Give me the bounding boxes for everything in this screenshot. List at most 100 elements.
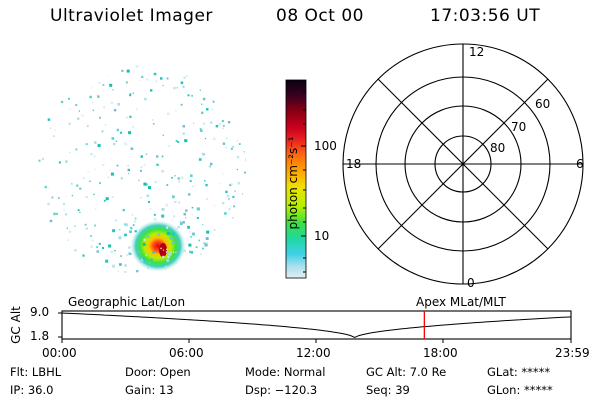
speckle-pixel <box>232 195 235 198</box>
speckle-pixel <box>204 243 208 247</box>
speckle-pixel <box>174 175 176 177</box>
speckle-pixel <box>168 145 170 147</box>
speckle-pixel <box>146 78 149 81</box>
speckle-pixel <box>173 86 176 90</box>
speckle-pixel <box>134 230 137 233</box>
speckle-pixel <box>177 177 180 180</box>
speckle-pixel <box>178 180 181 183</box>
uv-image-disk <box>38 65 246 274</box>
speckle-pixel <box>165 265 167 267</box>
speckle-pixel <box>182 132 185 135</box>
speckle-pixel <box>143 238 146 241</box>
speckle-pixel <box>186 75 188 77</box>
speckle-pixel <box>101 130 104 133</box>
speckle-pixel <box>126 116 128 119</box>
speckle-pixel <box>199 89 201 91</box>
speckle-pixel <box>89 95 92 99</box>
speckle-pixel <box>205 184 208 187</box>
speckle-pixel <box>226 194 230 198</box>
speckle-pixel <box>134 217 137 220</box>
speckle-pixel <box>174 201 177 203</box>
speckle-pixel <box>177 141 180 143</box>
speckle-pixel <box>103 106 105 109</box>
speckle-pixel <box>137 251 140 254</box>
speckle-pixel <box>162 134 164 136</box>
speckle-pixel <box>77 117 80 120</box>
speckle-pixel <box>38 159 41 162</box>
speckle-pixel <box>218 122 221 126</box>
speckle-pixel <box>63 202 65 205</box>
speckle-pixel <box>230 183 233 186</box>
speckle-pixel <box>109 169 111 171</box>
speckle-pixel <box>85 196 88 199</box>
speckle-pixel <box>47 118 51 121</box>
speckle-pixel <box>204 137 207 140</box>
speckle-pixel <box>77 209 80 212</box>
speckle-pixel <box>171 176 173 179</box>
speckle-pixel <box>165 268 167 270</box>
timeline-plot <box>58 310 572 343</box>
ip-info: IP: 36.0 <box>10 383 54 397</box>
speckle-pixel <box>120 177 123 180</box>
speckle-pixel <box>173 215 176 218</box>
speckle-pixel <box>70 182 73 185</box>
speckle-pixel <box>124 142 127 145</box>
speckle-pixel <box>188 193 191 196</box>
speckle-pixel <box>78 110 81 112</box>
y-tick-1-8: 1.8 <box>30 329 50 343</box>
speckle-pixel <box>168 252 172 256</box>
speckle-pixel <box>79 211 81 213</box>
speckle-pixel <box>113 109 117 112</box>
speckle-pixel <box>156 155 159 158</box>
speckle-pixel <box>117 270 119 272</box>
speckle-pixel <box>211 108 214 111</box>
speckle-pixel <box>91 239 94 242</box>
speckle-pixel <box>200 129 203 132</box>
speckle-pixel <box>112 89 114 91</box>
speckle-pixel <box>128 173 130 175</box>
speckle-pixel <box>128 131 132 135</box>
speckle-pixel <box>172 195 175 199</box>
speckle-pixel <box>236 169 238 171</box>
dsp-info: Dsp: −120.3 <box>245 383 318 397</box>
speckle-pixel <box>112 196 114 198</box>
speckle-pixel <box>172 240 175 244</box>
speckle-pixel <box>182 221 185 224</box>
speckle-pixel <box>237 183 239 185</box>
speckle-pixel <box>104 124 107 126</box>
speckle-pixel <box>98 81 101 84</box>
speckle-pixel <box>119 263 122 266</box>
speckle-pixel <box>222 202 225 205</box>
speckle-pixel <box>94 224 96 227</box>
speckle-pixel <box>232 217 234 219</box>
speckle-pixel <box>114 250 116 252</box>
speckle-pixel <box>96 246 99 249</box>
speckle-pixel <box>127 168 130 172</box>
gc-altitude-curve <box>61 312 572 339</box>
speckle-pixel <box>112 229 116 233</box>
speckle-pixel <box>157 164 160 166</box>
speckle-pixel <box>124 223 126 226</box>
speckle-pixel <box>110 172 114 176</box>
speckle-pixel <box>145 254 148 256</box>
speckle-pixel <box>202 152 205 156</box>
speckle-pixel <box>132 224 135 227</box>
speckle-pixel <box>129 252 132 256</box>
speckle-pixel <box>196 217 199 219</box>
speckle-pixel <box>185 217 187 219</box>
speckle-pixel <box>123 270 127 274</box>
speckle-pixel <box>92 101 94 104</box>
speckle-pixel <box>205 242 208 245</box>
speckle-pixel <box>152 123 155 125</box>
speckle-pixel <box>130 226 132 229</box>
speckle-pixel <box>180 103 183 106</box>
speckle-pixel <box>115 140 118 142</box>
x-tick-1800: 18:00 <box>423 346 458 360</box>
speckle-pixel <box>148 262 151 265</box>
speckle-pixel <box>71 194 74 197</box>
speckle-pixel <box>135 108 138 111</box>
speckle-pixel <box>198 158 202 161</box>
speckle-pixel <box>102 163 105 166</box>
speckle-pixel <box>227 121 231 124</box>
speckle-pixel <box>179 220 182 223</box>
